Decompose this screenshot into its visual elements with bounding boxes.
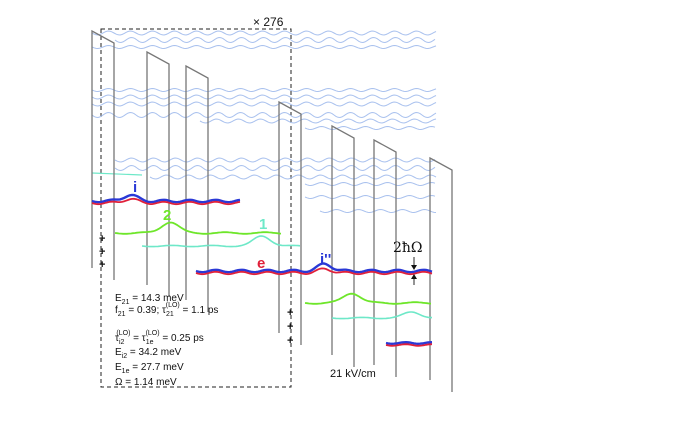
continuum-line-9	[114, 157, 436, 163]
magnification-label: × 276	[253, 15, 284, 29]
level-i2-label: i''	[320, 251, 331, 268]
barrier-0	[91, 29, 115, 280]
energy-gap-arrows	[411, 257, 417, 285]
cyan-top-line	[91, 172, 143, 176]
level-e-red	[195, 267, 433, 276]
param-tau: τi2(LO) = τ1e(LO) = 0.25 ps	[115, 330, 204, 346]
level-1-next	[331, 311, 432, 320]
param-e1e: E1e = 27.7 meV	[115, 362, 184, 375]
continuum-line-13	[304, 194, 436, 200]
parameter-list: E21 = 14.3 meV f21 = 0.39; τ21(LO) = 1.1…	[115, 293, 218, 388]
zoom-box	[100, 28, 292, 388]
continuum-line-5	[91, 101, 437, 107]
plus-sign-middle-1: +	[287, 321, 293, 333]
continuum-states	[91, 30, 437, 214]
param-e21: E21 = 14.3 meV	[115, 293, 184, 306]
continuum-line-12	[304, 181, 436, 187]
continuum-line-4	[91, 94, 437, 100]
level-2-label: 2	[163, 207, 171, 224]
barriers	[91, 29, 453, 392]
param-f21: f21 = 0.39; τ21(LO) = 1.1 ps	[115, 302, 218, 318]
level-e-label: e	[257, 255, 265, 272]
field-label: 21 kV/cm	[330, 368, 376, 380]
plus-sign-left-1: +	[99, 246, 105, 258]
wavefunctions	[91, 193, 433, 347]
level-1	[141, 235, 301, 248]
level-i-blue	[91, 193, 241, 204]
barrier-6	[429, 156, 453, 392]
plus-sign-left-0: +	[99, 233, 105, 245]
continuum-line-2	[91, 44, 437, 50]
continuum-line-3	[91, 87, 437, 93]
param-ei2: Ei2 = 34.2 meV	[115, 347, 182, 360]
continuum-line-10	[114, 164, 436, 172]
barrier-2	[185, 64, 209, 312]
level-e-blue	[195, 262, 433, 274]
level-i-red	[91, 197, 241, 206]
continuum-line-11	[149, 174, 437, 180]
level-i-next-red	[385, 343, 433, 347]
barrier-4	[331, 124, 355, 367]
barrier-5	[373, 138, 397, 377]
plus-signs-middle: + + +	[287, 307, 293, 347]
level-2-next	[304, 292, 432, 305]
energy-gap-label: 2ħΩ	[393, 240, 423, 256]
plus-sign-left-2: +	[99, 259, 105, 271]
barrier-1	[146, 50, 170, 297]
plus-signs-left: +++	[99, 233, 105, 271]
continuum-line-14	[319, 208, 437, 214]
level-i-next-blue	[385, 340, 433, 346]
param-omega: Ω = 1.14 meV	[115, 377, 177, 388]
level-1-label: 1	[259, 216, 267, 233]
level-2	[114, 221, 282, 235]
continuum-line-6	[91, 111, 437, 119]
plus-sign-middle-0: +	[287, 307, 293, 319]
continuum-line-7	[199, 118, 437, 124]
barrier-3	[278, 100, 302, 345]
plus-sign-middle-2: +	[287, 335, 293, 347]
continuum-line-8	[304, 125, 436, 131]
level-i-label: i	[133, 179, 137, 196]
continuum-line-1	[114, 36, 436, 44]
continuum-line-0	[91, 30, 437, 36]
